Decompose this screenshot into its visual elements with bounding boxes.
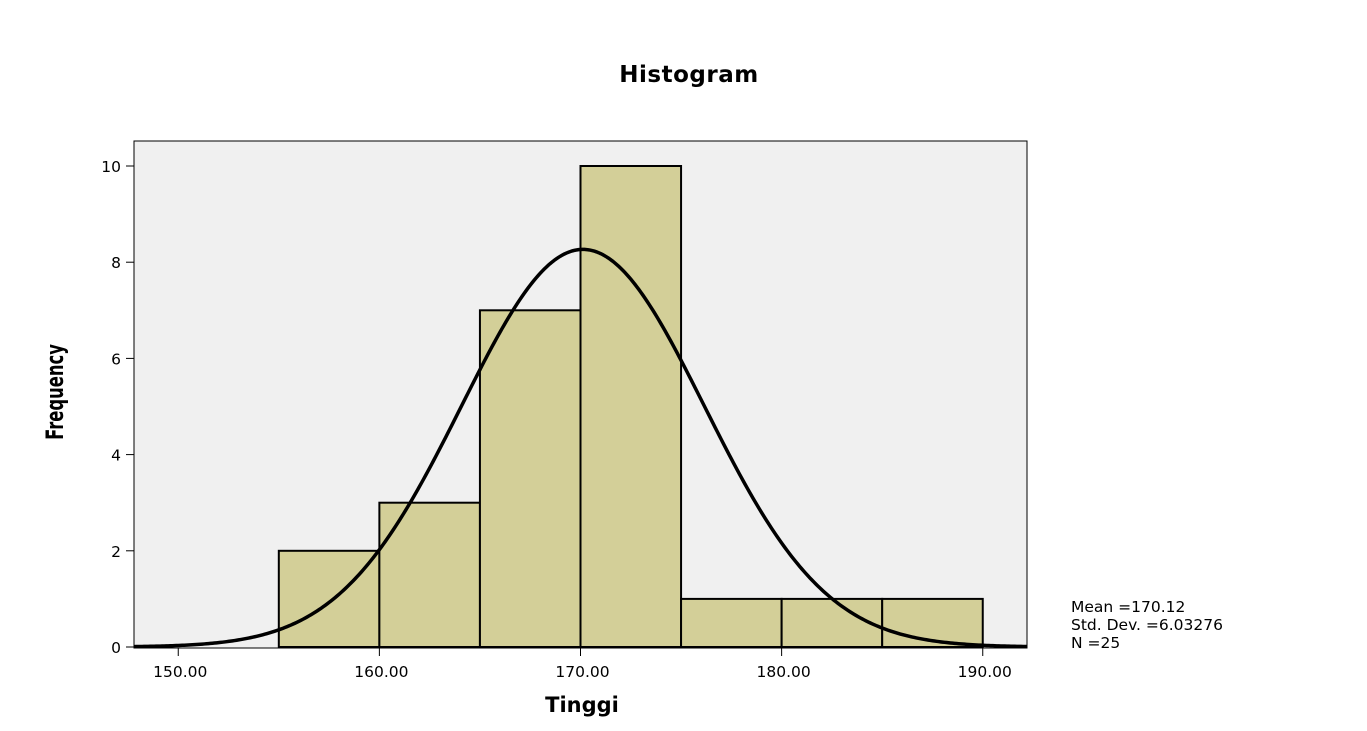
histogram-bar	[378, 501, 481, 649]
y-tick-label: 10	[101, 158, 121, 176]
y-tick-label: 4	[111, 447, 121, 465]
x-tick-label: 160.00	[354, 663, 408, 681]
x-tick-label: 190.00	[958, 663, 1012, 681]
stats-box: Mean =170.12 Std. Dev. =6.03276 N =25	[1071, 598, 1223, 652]
histogram-bar	[579, 165, 683, 648]
y-tick-label: 6	[111, 350, 121, 368]
chart-title: Histogram	[619, 62, 759, 88]
histogram-bar	[478, 309, 582, 648]
stat-mean: Mean =170.12	[1071, 598, 1186, 616]
x-tick-label: 180.00	[757, 663, 811, 681]
y-axis-title: Frequency	[41, 344, 69, 440]
y-tick-label: 8	[111, 254, 121, 272]
x-axis-title: Tinggi	[545, 693, 619, 717]
x-tick-label: 170.00	[555, 663, 609, 681]
stat-std-dev: Std. Dev. =6.03276	[1071, 616, 1223, 634]
x-tick-label: 150.00	[153, 663, 207, 681]
stat-n: N =25	[1071, 634, 1121, 652]
histogram-bar	[277, 549, 381, 648]
histogram-bar	[680, 597, 783, 649]
normal-curve	[133, 247, 1028, 649]
y-tick-label: 0	[111, 639, 121, 657]
y-tick-label: 2	[111, 543, 121, 561]
